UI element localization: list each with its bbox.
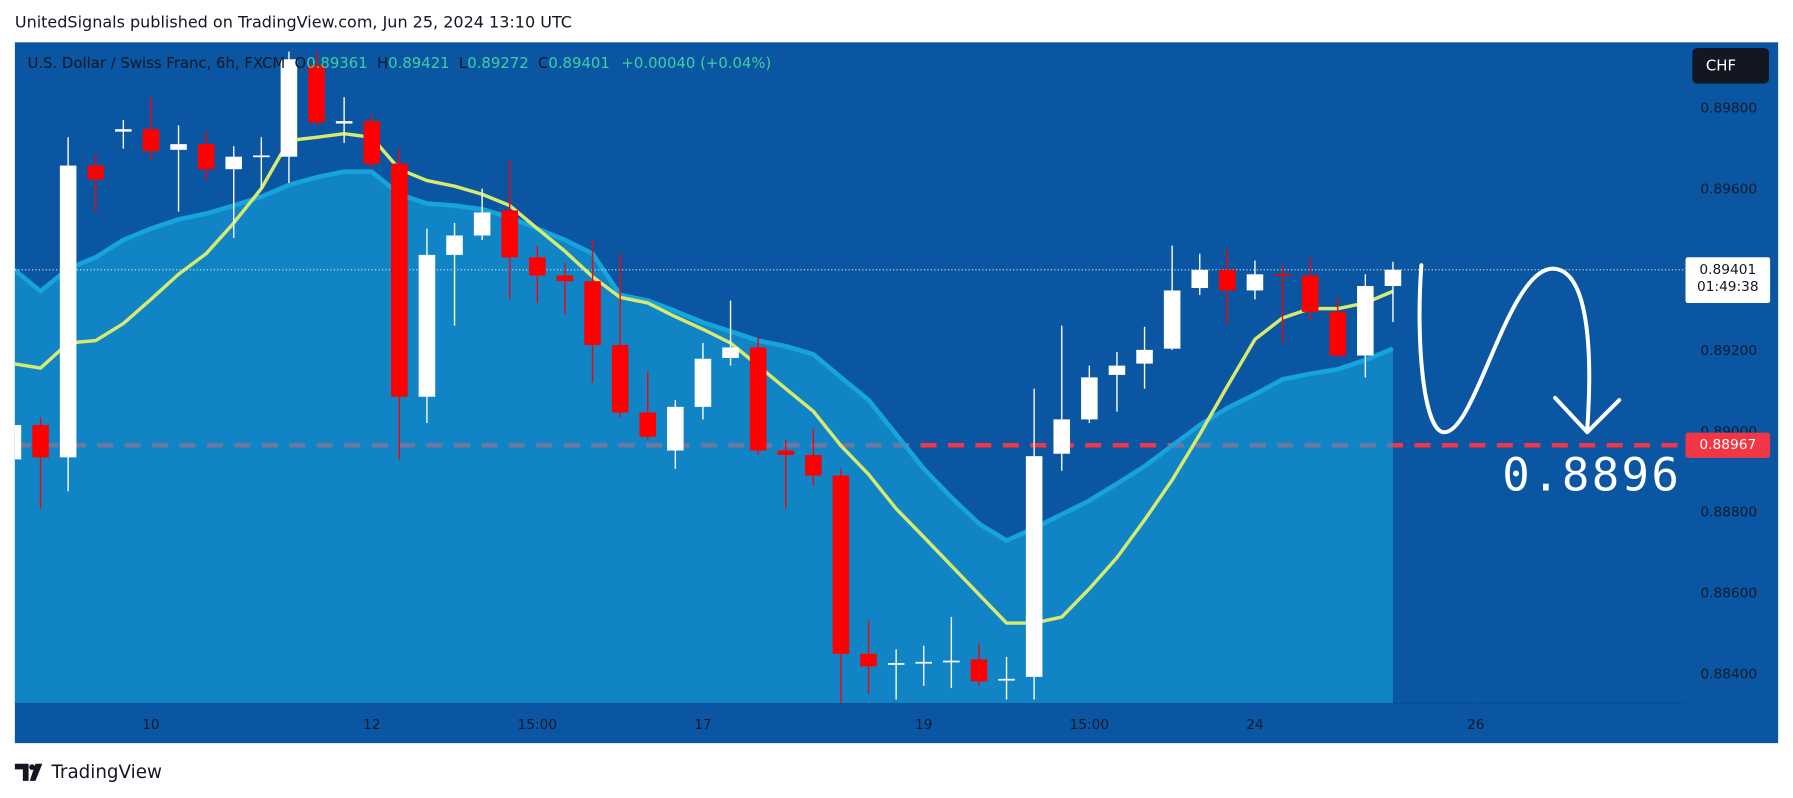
candle-body [1357,286,1374,356]
candle-body [14,425,22,460]
candle-body [170,144,187,150]
last-price-label: 0.89401 [1699,262,1756,278]
candle-body [529,257,546,276]
candle-body [225,156,243,170]
candle-body [1081,377,1098,420]
ohlc-value: 0.89401 [548,54,609,72]
y-tick-label: 0.89600 [1700,181,1757,197]
x-tick-label: 15:00 [1070,717,1110,733]
candle-body [777,450,795,455]
candle-body [1191,269,1209,289]
band-area [14,171,1393,704]
candle-body [446,235,463,255]
candle-body [1163,290,1181,349]
candle-body [970,659,988,682]
candle-body [197,144,215,170]
candle-body [805,454,822,476]
ohlc-value: 0.89421 [388,54,449,72]
candle-body [611,345,629,413]
candle-body [1053,419,1071,454]
candle-body [1219,269,1236,291]
brand-icon [14,763,43,781]
publisher-line: UnitedSignals published on TradingView.c… [15,12,572,31]
candle-body [860,653,877,667]
ohlc-value: 0.89361 [306,54,367,72]
candle-body [722,347,739,358]
y-tick-label: 0.88600 [1700,586,1757,602]
arrow-head [1553,395,1622,435]
ohlc-value: 0.89272 [467,54,528,72]
x-tick-label: 12 [363,717,380,733]
candle-body [253,155,270,158]
moving-average [14,131,1394,625]
candle-body [749,347,767,451]
y-tick-label: 0.89800 [1700,101,1757,117]
price-line-label: 0.88967 [1699,437,1756,453]
candle-body [832,475,850,654]
candle-body [998,678,1015,681]
ohlc-label: L [459,54,468,72]
x-tick-label: 10 [142,717,159,733]
countdown-label: 01:49:38 [1697,279,1759,295]
candle-body [391,163,408,397]
y-tick-label: 0.88400 [1700,666,1757,682]
candle-body [363,121,381,164]
candle-body [1246,274,1264,291]
band-edge [14,169,1394,543]
brand-name: TradingView [50,762,162,783]
y-tick-label: 0.88800 [1700,505,1757,521]
x-tick-label: 24 [1246,717,1263,733]
ohlc-label: O [295,54,307,72]
candle-body [943,660,960,663]
symbol-title: U.S. Dollar / Swiss Franc, 6h, FXCM [27,54,285,72]
plot-area [14,51,1686,704]
ohlc-label: H [377,54,388,72]
candle-body [584,281,601,346]
candle-body [694,358,712,407]
y-tick-label: 0.89200 [1700,343,1757,359]
candle-body [1301,275,1319,312]
candle-body [501,210,519,258]
annotation: 0.8896 [1502,448,1681,501]
candle-body [667,406,684,451]
candle-body [32,425,49,458]
candle-body [1274,274,1291,277]
candle-body [1108,365,1126,375]
axes: 0.898000.896000.894000.892000.890000.888… [142,101,1771,733]
candle-body [887,663,905,665]
x-tick-label: 26 [1467,717,1484,733]
candle-body [59,165,77,458]
currency-button-bg[interactable] [1692,48,1769,84]
last-price-label-bg [1685,257,1771,303]
legend-line: U.S. Dollar / Swiss Franc, 6h, FXCM O0.8… [27,54,771,72]
currency-button-label[interactable]: CHF [1706,56,1736,74]
brand-logo: TradingView [14,762,162,783]
arrow-curve [1417,263,1592,435]
x-tick-label: 19 [915,717,932,733]
candle-body [639,412,657,437]
candle-body [308,65,325,123]
candle-body [87,165,105,180]
candle-body [1136,349,1153,364]
candle-body [1025,456,1043,677]
candle-body [142,129,160,152]
change: +0.00040 (+0.04%) [621,54,771,72]
currency-button[interactable]: CHF [1692,48,1769,84]
candle-body [418,254,436,397]
candle-body [335,121,353,124]
candle-body [556,275,574,282]
candle-body [1329,311,1347,356]
candle-body [915,661,933,664]
x-tick-label: 17 [694,717,711,733]
candle-body [115,129,132,132]
x-tick-label: 15:00 [518,717,558,733]
candle-body [473,212,491,236]
brand-icon-dot [29,764,35,770]
ohlc-label: C [538,54,548,72]
candle-body [1384,269,1402,287]
candle-body [280,59,298,157]
price-line-label-bg [1685,432,1771,458]
